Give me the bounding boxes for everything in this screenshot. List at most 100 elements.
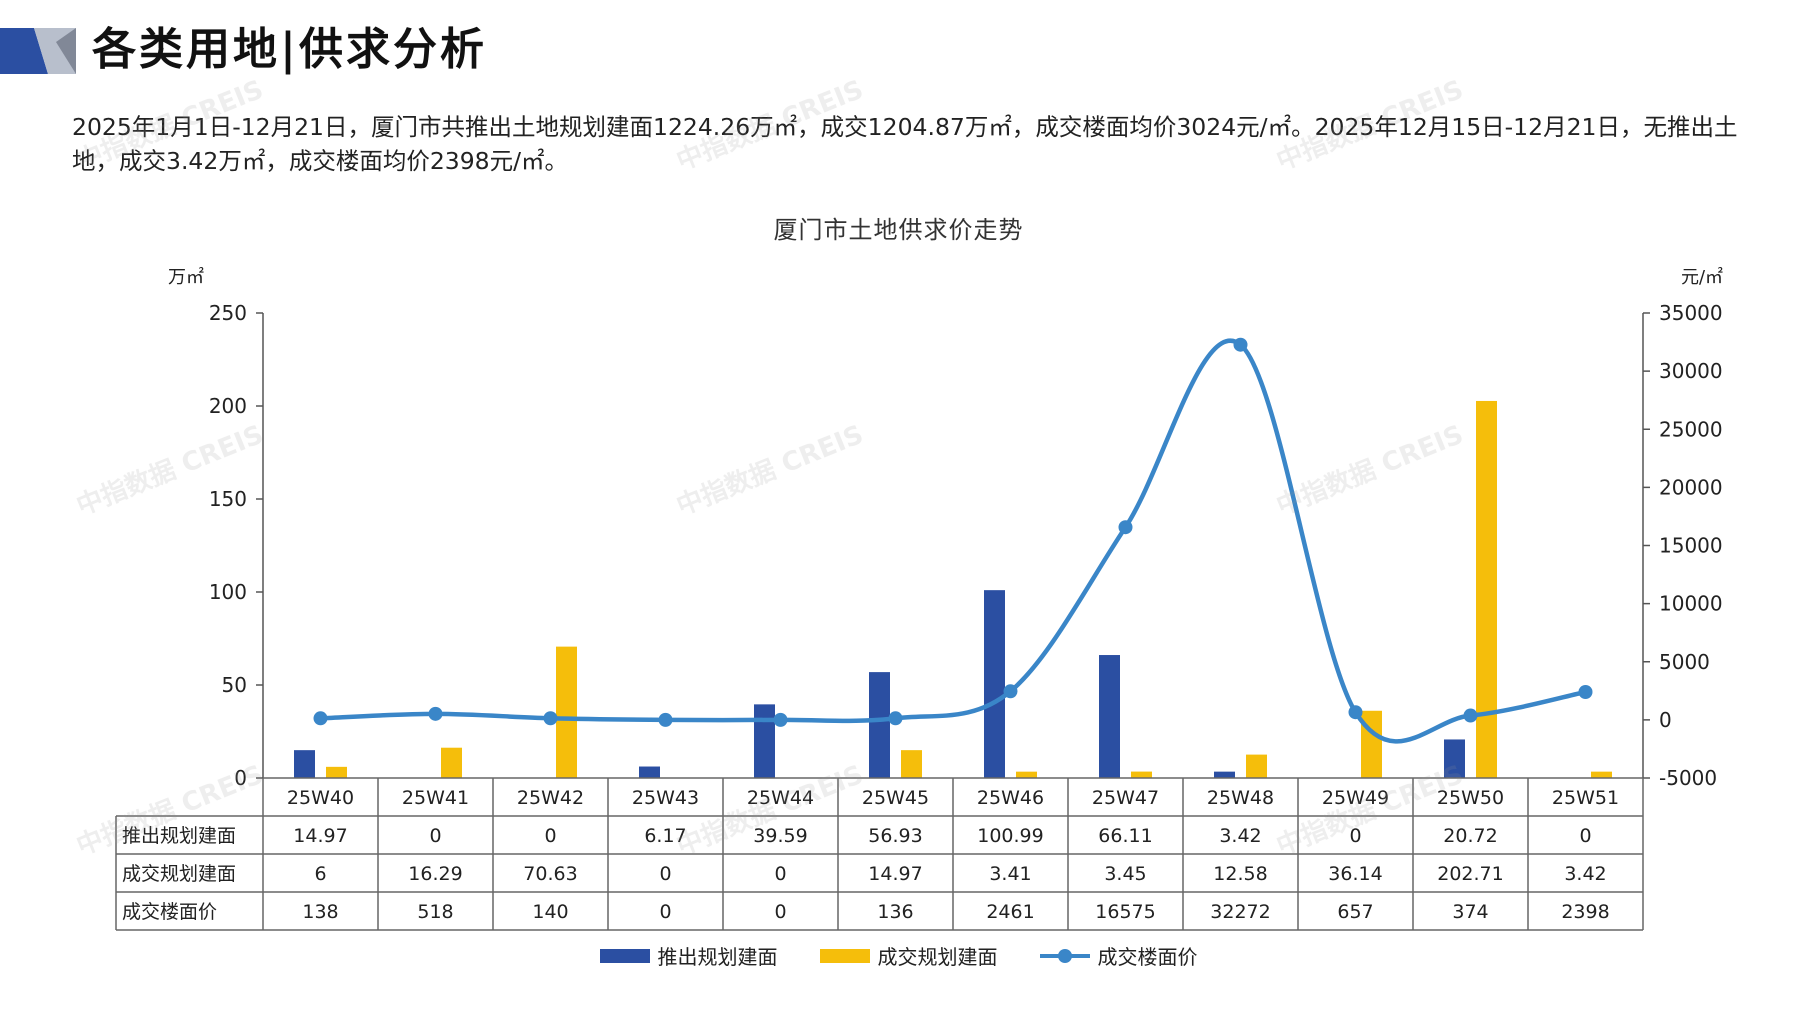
table-series-name: 成交楼面价 [122,901,217,923]
brand-logo [0,28,76,74]
y-right-tick-label: 35000 [1659,301,1723,325]
x-category-label: 25W43 [632,787,699,809]
legend-label-price: 成交楼面价 [1097,945,1198,969]
y-right-tick-label: -5000 [1659,766,1717,790]
x-category-label: 25W46 [977,787,1044,809]
table-data-label: 518 [417,901,453,923]
y-left-tick-label: 50 [222,673,247,697]
table-series-name: 推出规划建面 [122,825,236,847]
y-left-unit: 万㎡ [168,266,204,288]
y-left-tick-label: 200 [209,394,247,418]
table-data-label: 0 [659,863,671,885]
table-data-label: 657 [1337,901,1373,923]
price-point [773,712,788,727]
y-left-tick-label: 0 [234,766,247,790]
legend-label-deal: 成交规划建面 [877,945,998,969]
page-title: 各类用地|供求分析 [92,24,488,75]
x-category-label: 25W48 [1207,787,1274,809]
bar-supply [1214,771,1235,778]
bar-supply [984,590,1005,778]
table-data-label: 66.11 [1098,825,1152,847]
table-data-label: 39.59 [753,825,807,847]
y-right-tick-label: 5000 [1659,650,1710,674]
chart-title: 厦门市土地供求价走势 [773,216,1024,244]
table-data-label: 3.42 [1219,825,1261,847]
y-right-tick-label: 20000 [1659,475,1723,499]
bar-deal [1476,400,1497,778]
price-point [1233,337,1248,352]
x-category-label: 25W42 [517,787,584,809]
y-right-tick-label: 30000 [1659,359,1723,383]
table-data-label: 3.45 [1104,863,1146,885]
x-category-label: 25W50 [1437,787,1504,809]
legend-item-supply: 推出规划建面 [599,941,778,970]
table-data-label: 0 [774,901,786,923]
table-data-label: 136 [877,901,913,923]
table-data-label: 6 [314,863,326,885]
table-series-name: 成交规划建面 [122,863,236,885]
legend-label-supply: 推出规划建面 [657,945,778,969]
y-right-unit: 元/㎡ [1681,266,1723,288]
table-data-label: 36.14 [1328,863,1382,885]
x-category-label: 25W41 [402,787,469,809]
price-point [313,711,328,726]
table-data-label: 16.29 [408,863,462,885]
table-data-label: 6.17 [644,825,686,847]
table-data-label: 14.97 [293,825,347,847]
table-data-label: 0 [429,825,441,847]
table-data-label: 12.58 [1213,863,1267,885]
legend-swatch-price [1039,948,1090,963]
bar-supply [294,750,315,778]
price-point [888,711,903,726]
price-point [658,712,673,727]
price-point [1118,520,1133,535]
bar-supply [1444,739,1465,778]
table-data-label: 70.63 [523,863,577,885]
table-data-label: 16575 [1095,901,1155,923]
table-data-label: 202.71 [1437,863,1503,885]
bar-deal [1016,771,1037,778]
bar-supply [1099,655,1120,778]
table-data-label: 2461 [986,901,1034,923]
table-data-label: 3.41 [989,863,1031,885]
x-category-label: 25W47 [1092,787,1159,809]
table-data-label: 3.42 [1564,863,1606,885]
bar-deal [326,766,347,778]
bar-deal [1131,771,1152,778]
table-data-label: 0 [659,901,671,923]
summary-text: 2025年1月1日-12月21日，厦门市共推出土地规划建面1224.26万㎡，成… [72,113,1738,175]
table-data-label: 100.99 [977,825,1043,847]
bar-deal [556,646,577,778]
x-category-label: 25W51 [1552,787,1619,809]
table-data-label: 32272 [1210,901,1270,923]
table-data-label: 138 [302,901,338,923]
legend-item-price: 成交楼面价 [1039,941,1198,970]
x-category-label: 25W40 [287,787,354,809]
x-category-label: 25W44 [747,787,814,809]
table-data-label: 20.72 [1443,825,1497,847]
x-category-label: 25W49 [1322,787,1389,809]
chart-legend: 推出规划建面 成交规划建面 成交楼面价 [0,941,1797,970]
bar-deal [1246,754,1267,778]
price-point [428,706,443,721]
table-data-label: 0 [544,825,556,847]
price-point [1348,705,1363,720]
legend-swatch-supply [599,948,650,963]
bar-deal [441,747,462,778]
y-right-tick-label: 25000 [1659,417,1723,441]
y-right-tick-label: 10000 [1659,592,1723,616]
price-point [1463,708,1478,723]
price-point [543,711,558,726]
table-data-label: 0 [1349,825,1361,847]
table-data-label: 14.97 [868,863,922,885]
table-data-label: 140 [532,901,568,923]
y-right-tick-label: 0 [1659,708,1672,732]
bar-supply [754,704,775,778]
bar-supply [639,766,660,778]
bar-deal [1591,771,1612,778]
table-data-label: 374 [1452,901,1488,923]
table-data-label: 0 [1579,825,1591,847]
y-left-tick-label: 100 [209,580,247,604]
y-left-tick-label: 150 [209,487,247,511]
